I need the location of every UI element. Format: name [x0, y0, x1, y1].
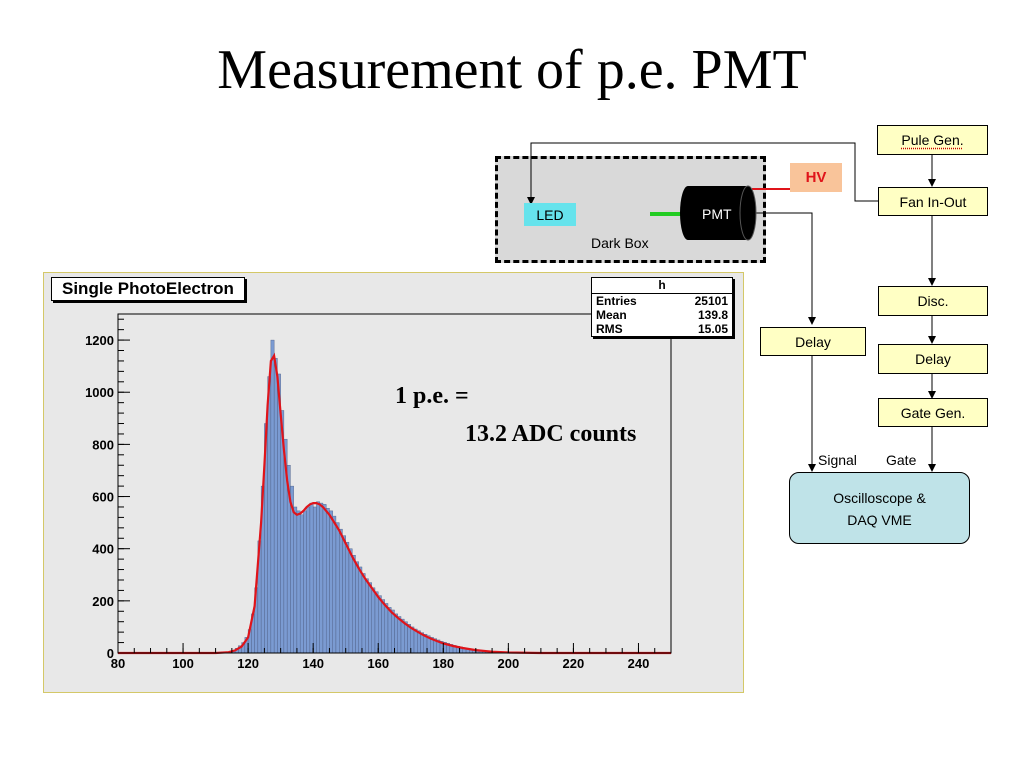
- histogram-bar: [267, 376, 272, 654]
- histogram-bar: [352, 555, 356, 654]
- histogram-bar: [365, 578, 369, 654]
- histogram-bar: [413, 628, 418, 654]
- stats-value: 15.05: [697, 322, 728, 336]
- histogram-bar: [348, 548, 353, 654]
- annotation-line1: 1 p.e. =: [395, 383, 469, 409]
- stats-value: 139.8: [697, 308, 728, 322]
- stats-row-mean: Mean 139.8: [592, 308, 732, 322]
- stats-label: Mean: [596, 308, 627, 322]
- oscilloscope-box: Oscilloscope & DAQ VME: [789, 472, 970, 544]
- y-tick-label: 1200: [85, 333, 114, 348]
- histogram-bar: [335, 522, 340, 654]
- fit-curve: [118, 352, 671, 655]
- histogram-bar: [293, 506, 298, 654]
- stats-label: RMS: [596, 322, 623, 336]
- pulse-gen-box: Pule Gen.: [877, 125, 988, 155]
- x-tick-label: 200: [498, 656, 520, 671]
- histogram-bar: [381, 599, 385, 654]
- histogram-bar: [397, 616, 402, 654]
- slide-title: Measurement of p.e. PMT: [217, 39, 807, 101]
- histogram-bar: [345, 541, 350, 654]
- histogram-bar: [332, 515, 337, 654]
- histogram-bar: [400, 618, 405, 654]
- histogram-bar: [325, 508, 330, 654]
- stats-box: h Entries 25101 Mean 139.8 RMS 15.05: [591, 277, 733, 337]
- histogram-bar: [270, 339, 275, 654]
- x-tick-label: 240: [628, 656, 650, 671]
- histogram-bar: [306, 506, 311, 654]
- histogram-bar: [316, 501, 320, 654]
- y-tick-label: 400: [92, 542, 114, 557]
- hv-box: HV: [790, 163, 842, 192]
- histogram-bar: [299, 514, 304, 654]
- histogram-bar: [361, 573, 366, 654]
- x-tick-label: 140: [302, 656, 324, 671]
- x-tick-label: 120: [237, 656, 259, 671]
- histogram-panel: 80 100 120 140 160 180 200 220 240 0 200 400 600 800 1…: [43, 272, 744, 693]
- histogram-bar: [384, 603, 389, 654]
- delay-box-left: Delay: [760, 327, 866, 356]
- histogram-bar: [322, 504, 327, 654]
- chart-title: Single PhotoElectron: [51, 277, 245, 301]
- x-tick-label: 160: [367, 656, 389, 671]
- histogram-bar: [391, 609, 395, 654]
- histogram-bar: [309, 502, 314, 654]
- stats-row-rms: RMS 15.05: [592, 322, 732, 336]
- fan-in-out-box: Fan In-Out: [878, 187, 988, 216]
- stats-title: h: [592, 278, 732, 294]
- gate-gen-box: Gate Gen.: [878, 398, 988, 427]
- disc-box: Disc.: [878, 286, 988, 316]
- stats-label: Entries: [596, 294, 637, 308]
- histogram-bar: [387, 607, 392, 654]
- delay-box-right: Delay: [878, 344, 988, 374]
- osc-line1: Oscilloscope &: [833, 490, 926, 506]
- y-tick-label: 0: [107, 646, 114, 661]
- x-tick-label: 220: [563, 656, 585, 671]
- histogram-bar: [358, 566, 363, 654]
- histogram-bar: [273, 358, 278, 654]
- y-tick-label: 600: [92, 490, 114, 505]
- histogram-bar: [296, 510, 301, 654]
- x-tick-label: 80: [111, 656, 125, 671]
- stats-row-entries: Entries 25101: [592, 294, 732, 308]
- histogram-bar: [368, 582, 372, 654]
- annotation-line2: 13.2 ADC counts: [465, 421, 637, 447]
- histogram-bar: [342, 535, 346, 654]
- dark-box-label: Dark Box: [591, 235, 649, 251]
- signal-label: Signal: [818, 452, 857, 468]
- x-tick-label: 180: [432, 656, 454, 671]
- led-box: LED: [524, 203, 576, 226]
- histogram-bar: [312, 506, 317, 654]
- histogram-bar: [329, 510, 333, 654]
- pmt-label: PMT: [702, 206, 732, 222]
- histogram-bar: [355, 561, 359, 654]
- pulse-gen-label: Pule Gen.: [901, 132, 964, 148]
- histogram-bar: [319, 502, 324, 654]
- histogram-bar: [404, 621, 408, 654]
- y-tick-label: 1000: [85, 385, 114, 400]
- gate-label: Gate: [886, 452, 917, 468]
- plot-frame: [117, 313, 672, 654]
- x-tick-label: 100: [172, 656, 194, 671]
- histogram-chart: 80 100 120 140 160 180 200 220 240 0 200 400 600 800 1…: [85, 313, 672, 671]
- histogram-bar: [371, 587, 376, 654]
- histogram-bar: [394, 613, 398, 654]
- stats-value: 25101: [694, 294, 728, 308]
- histogram-bar: [339, 528, 343, 654]
- histogram-bar: [303, 510, 307, 654]
- y-tick-label: 200: [92, 594, 114, 609]
- osc-line2: DAQ VME: [847, 512, 912, 528]
- y-tick-label: 800: [92, 437, 114, 452]
